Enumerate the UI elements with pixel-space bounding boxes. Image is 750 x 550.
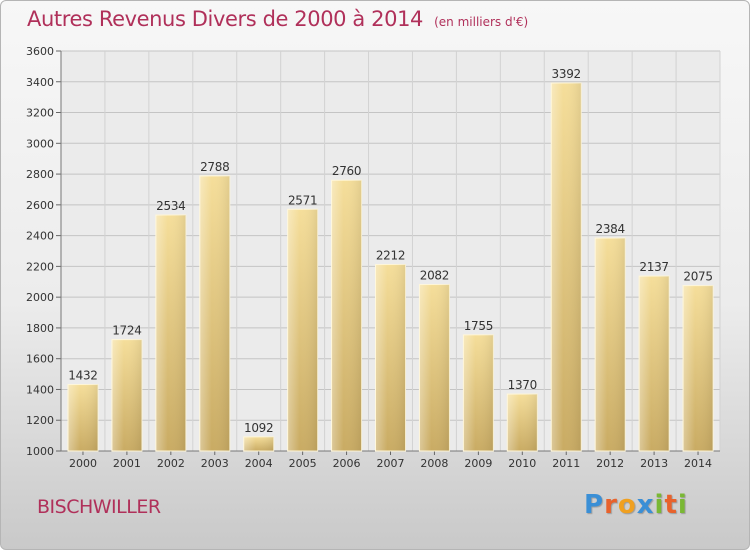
data-label: 3392 <box>552 67 581 81</box>
y-tick-label: 1200 <box>26 414 54 427</box>
data-label: 2534 <box>156 199 185 213</box>
data-label: 2212 <box>376 249 405 263</box>
bar-shade <box>507 394 538 451</box>
bar-shade <box>683 285 714 451</box>
labels-layer: 1000 1200 1400 1600 1800 2000 2200 2400 2600 2800… <box>26 45 713 470</box>
logo-letter: x <box>636 490 655 520</box>
y-tick-label: 2800 <box>26 168 54 181</box>
x-tick-label: 2009 <box>464 457 492 470</box>
data-label: 1370 <box>508 378 537 392</box>
bar-shade <box>595 238 626 451</box>
data-label: 2384 <box>595 222 624 236</box>
y-tick-label: 2200 <box>26 260 54 273</box>
x-tick-label: 2002 <box>157 457 185 470</box>
x-tick-label: 2012 <box>596 457 624 470</box>
bar-shade <box>551 83 582 451</box>
bar-shade <box>243 436 274 451</box>
proxiti-logo: Proxiti <box>584 490 688 520</box>
y-tick-label: 3400 <box>26 76 54 89</box>
y-tick-label: 3600 <box>26 45 54 58</box>
data-label: 1432 <box>68 369 97 383</box>
bar-shade <box>199 175 230 451</box>
x-tick-label: 2006 <box>333 457 361 470</box>
bar-shade <box>287 209 318 451</box>
subtitle-text: (en milliers d'€) <box>434 15 529 29</box>
logo-letter: t <box>664 490 678 520</box>
x-tick-label: 2014 <box>684 457 712 470</box>
title-text: Autres Revenus Divers de 2000 à 2014 <box>27 7 424 31</box>
logo-letter: i <box>654 490 665 520</box>
bar-shade <box>111 339 142 451</box>
x-tick-label: 2007 <box>377 457 405 470</box>
data-label: 2075 <box>683 270 712 284</box>
bar-shade <box>331 180 362 451</box>
y-tick-label: 1000 <box>26 445 54 458</box>
bar-shade <box>463 334 494 451</box>
data-label: 2760 <box>332 164 361 178</box>
y-tick-label: 3000 <box>26 137 54 150</box>
x-tick-label: 2001 <box>113 457 141 470</box>
x-tick-label: 2003 <box>201 457 229 470</box>
chart-title: Autres Revenus Divers de 2000 à 2014 (en… <box>27 7 528 31</box>
logo-letter: i <box>677 490 688 520</box>
y-tick-label: 2600 <box>26 199 54 212</box>
data-label: 2571 <box>288 193 317 207</box>
y-tick-label: 1800 <box>26 322 54 335</box>
data-label: 2082 <box>420 269 449 283</box>
x-tick-label: 2005 <box>289 457 317 470</box>
bar-shade <box>639 276 670 451</box>
data-label: 1724 <box>112 324 141 338</box>
x-tick-label: 2010 <box>508 457 536 470</box>
bar-shade <box>155 215 186 451</box>
x-tick-label: 2000 <box>69 457 97 470</box>
data-label: 1755 <box>464 319 493 333</box>
data-label: 1092 <box>244 421 273 435</box>
bars-layer <box>67 82 714 452</box>
bar-shade <box>419 284 450 451</box>
logo-letter: P <box>584 490 605 520</box>
logo-letter: r <box>604 490 618 520</box>
x-tick-label: 2008 <box>420 457 448 470</box>
y-tick-label: 1400 <box>26 383 54 396</box>
x-tick-label: 2004 <box>245 457 273 470</box>
data-label: 2137 <box>639 260 668 274</box>
y-tick-label: 3200 <box>26 107 54 120</box>
bar-shade <box>67 384 98 451</box>
x-tick-label: 2013 <box>640 457 668 470</box>
data-label: 2788 <box>200 160 229 174</box>
x-tick-label: 2011 <box>552 457 580 470</box>
y-tick-label: 1600 <box>26 353 54 366</box>
logo-letter: o <box>617 490 637 520</box>
city-name: BISCHWILLER <box>37 496 161 518</box>
y-tick-label: 2400 <box>26 230 54 243</box>
y-tick-label: 2000 <box>26 291 54 304</box>
bar-shade <box>375 264 406 451</box>
